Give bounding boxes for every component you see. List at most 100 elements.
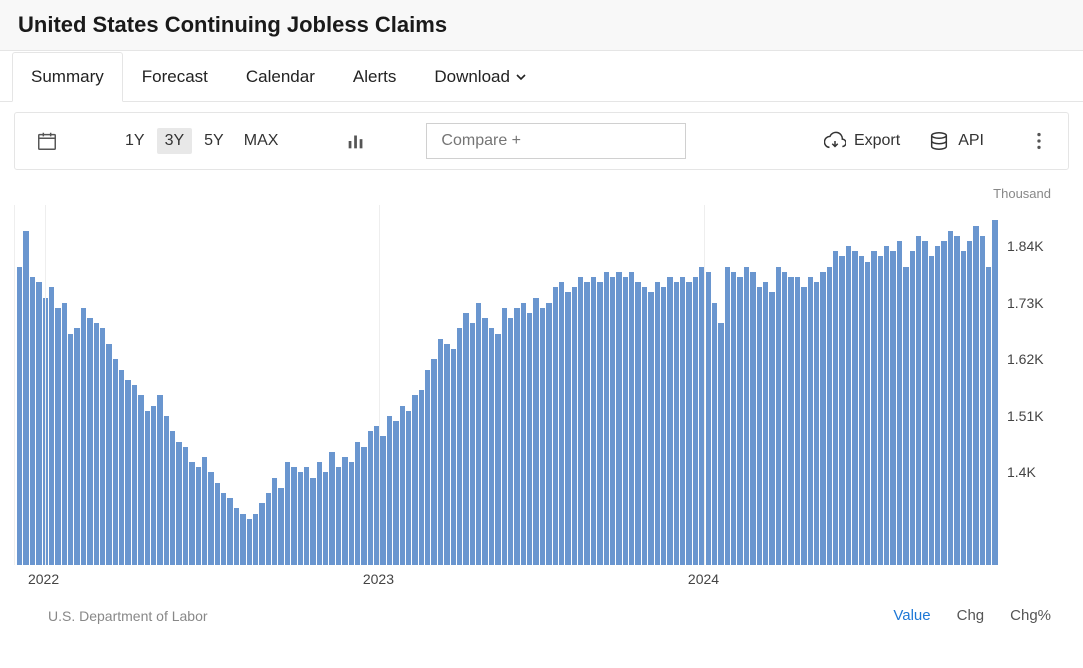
bar: [285, 462, 290, 565]
bar: [553, 287, 558, 565]
bar: [986, 267, 991, 565]
bar: [903, 267, 908, 565]
chart-type-icon[interactable]: [342, 127, 370, 155]
bar: [368, 431, 373, 565]
bar: [55, 308, 60, 565]
bar: [451, 349, 456, 565]
bar: [763, 282, 768, 565]
chevron-down-icon: [516, 67, 526, 87]
bar: [597, 282, 602, 565]
range-1y[interactable]: 1Y: [117, 128, 153, 154]
tab-download[interactable]: Download: [415, 52, 545, 102]
calendar-icon[interactable]: [33, 127, 61, 155]
footer-tab-chg[interactable]: Chg: [957, 607, 985, 624]
bar: [349, 462, 354, 565]
bar: [935, 246, 940, 565]
bar: [380, 436, 385, 565]
x-tick: 2022: [28, 571, 59, 587]
bar: [502, 308, 507, 565]
x-tick: 2023: [363, 571, 394, 587]
bar: [215, 483, 220, 565]
bar: [329, 452, 334, 565]
bar: [725, 267, 730, 565]
bar: [234, 508, 239, 565]
bar: [247, 519, 252, 565]
y-tick: 1.4K: [1007, 464, 1036, 480]
bar: [712, 303, 717, 565]
bar: [827, 267, 832, 565]
api-button[interactable]: API: [918, 126, 994, 156]
x-tick: 2024: [688, 571, 719, 587]
tab-forecast[interactable]: Forecast: [123, 52, 227, 102]
bar: [419, 390, 424, 565]
header-bar: United States Continuing Jobless Claims: [0, 0, 1083, 51]
bar: [718, 323, 723, 565]
range-5y[interactable]: 5Y: [196, 128, 232, 154]
page-title: United States Continuing Jobless Claims: [18, 12, 1065, 38]
bar: [731, 272, 736, 565]
y-tick: 1.62K: [1007, 351, 1044, 367]
bar: [62, 303, 67, 565]
bar: [591, 277, 596, 565]
bar: [508, 318, 513, 565]
range-max[interactable]: MAX: [236, 128, 287, 154]
bar: [304, 467, 309, 565]
bar-chart[interactable]: [14, 205, 999, 565]
bar: [871, 251, 876, 565]
bar: [164, 416, 169, 565]
bar: [910, 251, 915, 565]
bar: [400, 406, 405, 565]
compare-input[interactable]: [426, 123, 686, 159]
bar: [897, 241, 902, 565]
tab-summary[interactable]: Summary: [12, 52, 123, 102]
chart-zone: Thousand 1.84K1.73K1.62K1.51K1.4K 202220…: [14, 170, 1069, 593]
bar: [884, 246, 889, 565]
export-label: Export: [854, 132, 900, 150]
bar: [846, 246, 851, 565]
bar: [706, 272, 711, 565]
bar: [865, 262, 870, 565]
bar: [852, 251, 857, 565]
bar: [36, 282, 41, 565]
range-3y[interactable]: 3Y: [157, 128, 193, 154]
bar: [253, 514, 258, 565]
export-button[interactable]: Export: [814, 126, 910, 156]
bar: [961, 251, 966, 565]
bar: [610, 277, 615, 565]
bar: [533, 298, 538, 565]
more-options-icon[interactable]: [1028, 130, 1050, 152]
bar: [833, 251, 838, 565]
bar: [406, 411, 411, 565]
tab-alerts[interactable]: Alerts: [334, 52, 415, 102]
bar: [623, 277, 628, 565]
bar: [463, 313, 468, 565]
bar: [648, 292, 653, 565]
bar: [604, 272, 609, 565]
bar: [151, 406, 156, 565]
bar: [278, 488, 283, 565]
bar: [776, 267, 781, 565]
bar: [782, 272, 787, 565]
bar: [693, 277, 698, 565]
bar: [839, 256, 844, 565]
bar: [929, 256, 934, 565]
bar: [521, 303, 526, 565]
bar: [361, 447, 366, 565]
footer-tab-chgpct[interactable]: Chg%: [1010, 607, 1051, 624]
bar: [100, 328, 105, 565]
tab-calendar[interactable]: Calendar: [227, 52, 334, 102]
bar: [655, 282, 660, 565]
chart-footer: U.S. Department of Labor ValueChgChg%: [0, 593, 1083, 638]
main-tabs: SummaryForecastCalendarAlertsDownload: [0, 51, 1083, 102]
bar: [788, 277, 793, 565]
range-selector: 1Y3Y5YMAX: [117, 128, 286, 154]
bar: [489, 328, 494, 565]
bar: [30, 277, 35, 565]
bar: [948, 231, 953, 565]
bar: [387, 416, 392, 565]
bar: [814, 282, 819, 565]
bar: [355, 442, 360, 565]
bar: [425, 370, 430, 565]
footer-tab-value[interactable]: Value: [893, 607, 930, 624]
bar: [189, 462, 194, 565]
